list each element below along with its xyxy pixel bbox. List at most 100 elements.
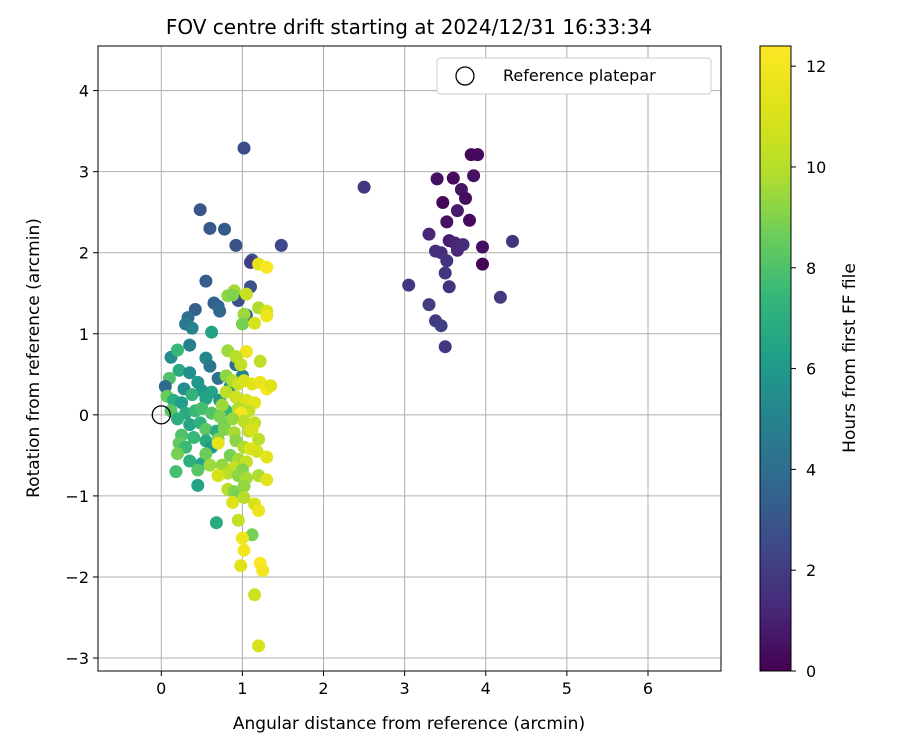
data-point xyxy=(171,343,184,357)
data-point xyxy=(245,422,259,436)
data-point xyxy=(476,240,489,254)
y-axis-label: Rotation from reference (arcmin) xyxy=(24,218,44,498)
data-point xyxy=(436,196,450,209)
data-point xyxy=(260,260,274,274)
data-point xyxy=(171,447,184,461)
data-point xyxy=(203,359,217,373)
data-point xyxy=(253,354,267,368)
data-point xyxy=(235,531,249,545)
y-tick-label: 0 xyxy=(79,406,89,425)
data-point xyxy=(274,238,288,252)
y-axis-ticks: −3 −2 −1 0 1 2 3 4 xyxy=(65,82,98,668)
x-tick-label: 4 xyxy=(481,679,491,698)
colorbar-tick-label: 6 xyxy=(806,360,816,379)
data-point xyxy=(185,321,199,335)
data-point xyxy=(237,141,251,155)
data-point xyxy=(237,414,251,428)
data-point xyxy=(213,304,227,318)
colorbar-tick-label: 0 xyxy=(806,662,816,681)
data-point xyxy=(218,222,231,236)
y-tick-label: 2 xyxy=(79,244,89,263)
colorbar-label: Hours from first FF file xyxy=(840,263,860,453)
data-point xyxy=(229,238,243,252)
data-point xyxy=(252,432,266,446)
x-tick-label: 3 xyxy=(400,679,410,698)
x-axis-label: Angular distance from reference (arcmin) xyxy=(233,714,585,734)
data-point xyxy=(506,234,519,248)
data-point xyxy=(467,169,481,183)
data-point xyxy=(171,412,184,426)
legend-label: Reference platepar xyxy=(503,66,656,85)
data-point xyxy=(183,418,197,432)
colorbar-tick-label: 2 xyxy=(806,561,816,580)
data-point xyxy=(211,469,225,483)
data-point xyxy=(185,388,199,402)
x-tick-label: 1 xyxy=(237,679,247,698)
legend-box xyxy=(436,57,712,95)
data-point xyxy=(239,345,253,359)
data-point xyxy=(260,450,274,464)
plot-frame xyxy=(97,45,722,672)
data-point xyxy=(199,422,213,436)
data-point xyxy=(231,513,245,527)
data-point xyxy=(205,325,219,339)
data-point xyxy=(199,392,213,406)
data-point xyxy=(442,280,456,294)
data-point xyxy=(213,410,227,423)
data-point xyxy=(219,385,233,399)
data-point xyxy=(248,588,262,602)
data-point xyxy=(430,172,444,186)
data-point xyxy=(476,257,489,271)
data-point xyxy=(235,317,249,331)
data-point xyxy=(237,307,251,321)
colorbar-tick-label: 12 xyxy=(806,57,826,76)
data-point xyxy=(193,203,207,217)
legend: Reference platepar xyxy=(436,57,712,95)
colorbar: 0 2 4 6 8 10 12 Hours from first FF file xyxy=(759,45,860,681)
colorbar-tick-label: 8 xyxy=(806,259,816,278)
data-point xyxy=(221,466,235,480)
reference-marker xyxy=(151,405,171,425)
data-point xyxy=(471,148,485,162)
x-tick-label: 2 xyxy=(318,679,328,698)
grid xyxy=(98,46,721,671)
data-point xyxy=(195,401,209,415)
colorbar-tick-label: 4 xyxy=(806,460,816,479)
data-point xyxy=(252,639,266,653)
colorbar-tick-label: 10 xyxy=(806,158,826,177)
data-point xyxy=(158,380,172,393)
data-point xyxy=(239,287,253,301)
data-point xyxy=(434,319,448,333)
data-point xyxy=(493,290,507,304)
data-point xyxy=(237,479,251,493)
data-point xyxy=(446,171,460,185)
data-point xyxy=(183,366,197,380)
y-tick-label: −3 xyxy=(65,649,89,668)
data-point xyxy=(199,447,213,461)
data-point xyxy=(218,422,231,436)
data-point xyxy=(191,478,205,492)
data-point xyxy=(450,204,464,218)
x-axis-ticks: 0 1 2 3 4 5 6 xyxy=(156,671,653,698)
data-point xyxy=(438,266,452,280)
data-point xyxy=(203,221,217,235)
data-point xyxy=(440,215,454,229)
x-tick-label: 0 xyxy=(156,679,166,698)
data-point xyxy=(438,340,452,354)
data-point xyxy=(191,463,205,477)
data-point xyxy=(357,180,371,194)
data-point xyxy=(450,243,464,257)
chart-title: FOV centre drift starting at 2024/12/31 … xyxy=(166,15,652,39)
data-point xyxy=(256,564,270,577)
data-point xyxy=(183,338,197,352)
data-point xyxy=(187,431,201,444)
data-point xyxy=(215,398,229,412)
y-tick-label: 4 xyxy=(79,82,89,101)
y-tick-label: −2 xyxy=(65,568,89,587)
y-tick-label: −1 xyxy=(65,487,89,506)
data-point xyxy=(237,543,251,557)
data-point xyxy=(199,274,213,288)
data-point xyxy=(237,491,251,504)
colorbar-gradient xyxy=(759,45,792,672)
